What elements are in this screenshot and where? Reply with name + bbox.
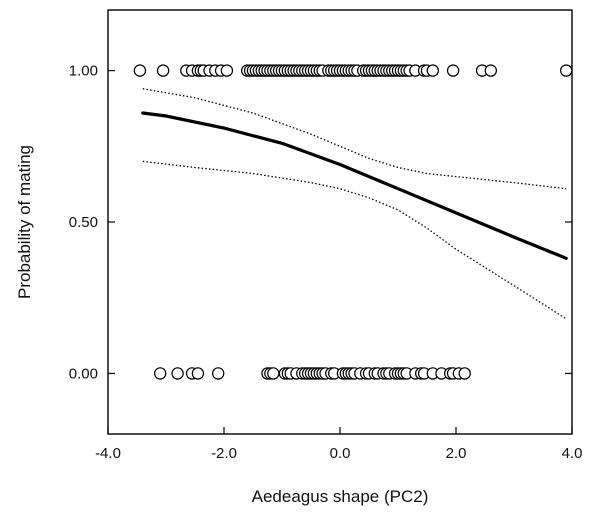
data-point: [220, 64, 234, 77]
fit-line: [141, 111, 568, 260]
data-point: [133, 64, 147, 77]
x-tick-label: -4.0: [95, 445, 121, 462]
data-point: [484, 64, 497, 77]
data-point: [153, 367, 167, 380]
x-tick-label: 4.0: [562, 445, 583, 462]
data-point: [211, 367, 225, 380]
axis-ticks: -4.0 -2.0 0.0 2.0 4.0 0.00 0.50 1.00: [69, 63, 583, 462]
y-tick-label: 0.50: [69, 214, 98, 231]
y-tick-label: 1.00: [69, 63, 98, 80]
ci-lower-line: [142, 160, 567, 320]
fit-line-group: [141, 111, 568, 260]
data-point: [156, 64, 170, 77]
x-tick-label: 0.0: [330, 445, 351, 462]
data-point: [191, 367, 205, 380]
x-tick-label: -2.0: [211, 445, 237, 462]
confidence-interval-lines: [142, 88, 567, 320]
y-tick-label: 0.00: [69, 365, 98, 382]
data-points: [133, 64, 573, 380]
data-point: [171, 367, 184, 380]
data-point: [446, 64, 460, 77]
ci-upper-line: [142, 88, 567, 190]
data-point: [458, 367, 471, 380]
y-axis-label: Probability of mating: [15, 145, 34, 299]
x-axis-label: Aedeagus shape (PC2): [252, 487, 429, 506]
data-point: [426, 64, 439, 77]
data-point: [560, 64, 573, 77]
x-tick-label: 2.0: [446, 445, 467, 462]
data-point: [267, 367, 280, 380]
